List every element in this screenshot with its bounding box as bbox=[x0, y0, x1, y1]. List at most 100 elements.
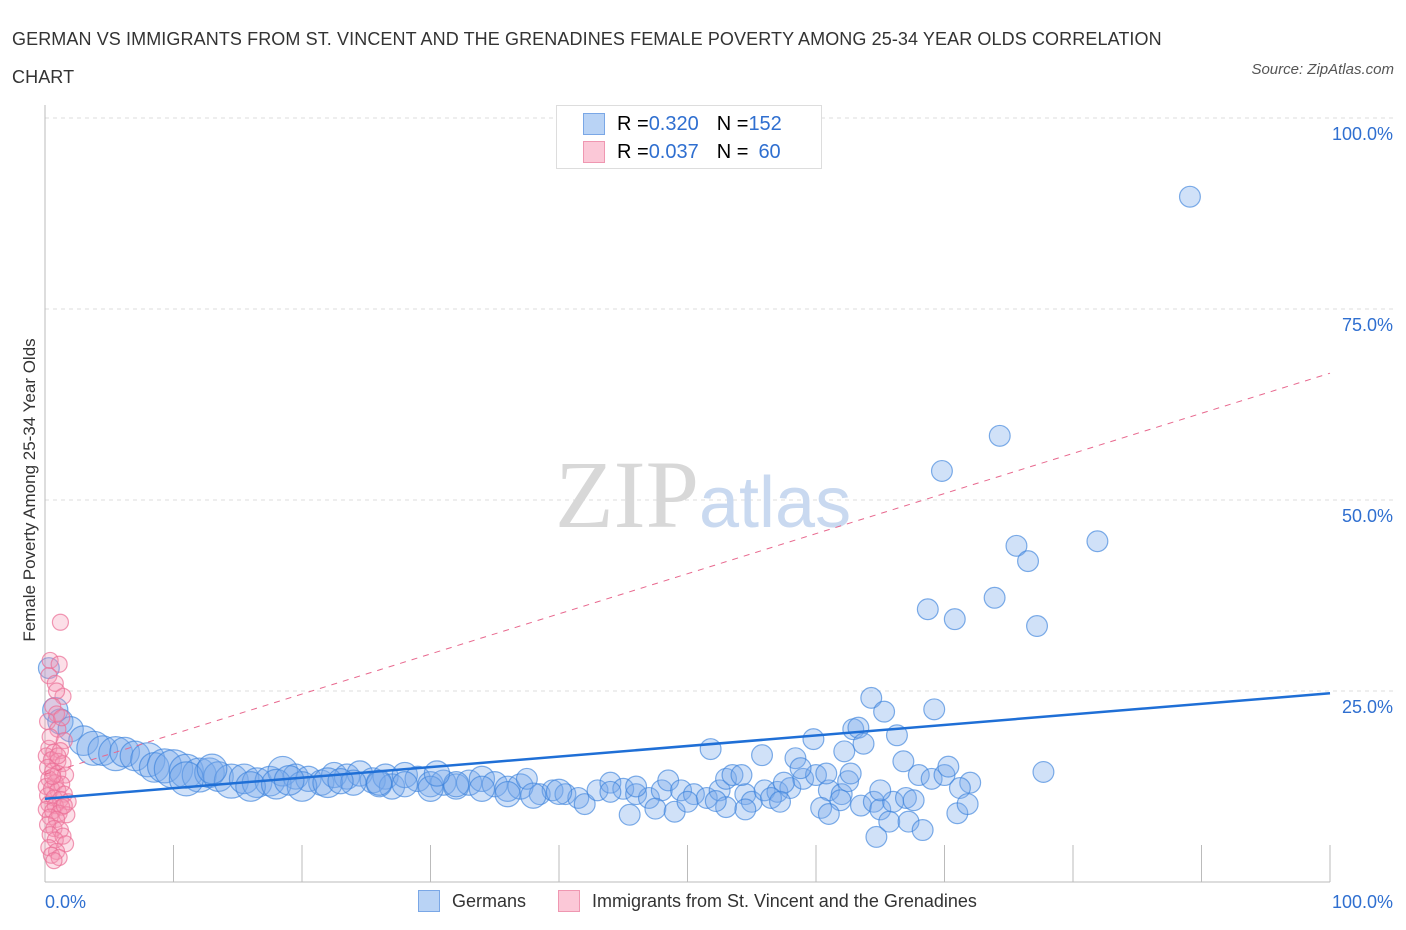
germans-point bbox=[327, 767, 354, 795]
germans-point bbox=[943, 608, 966, 631]
germans-point bbox=[494, 780, 521, 808]
chart-title: GERMAN VS IMMIGRANTS FROM ST. VINCENT AN… bbox=[12, 29, 1162, 87]
legend-row-germans: R = 0.320 N = 152 bbox=[583, 111, 782, 137]
germans-point bbox=[196, 753, 228, 785]
immigrants-point bbox=[45, 852, 63, 870]
germans-point bbox=[391, 771, 418, 798]
germans-point bbox=[769, 790, 792, 813]
legend-immigrants: Immigrants from St. Vincent and the Gren… bbox=[592, 890, 977, 911]
immigrants-point bbox=[41, 728, 59, 746]
germans-point bbox=[852, 732, 875, 755]
germans-point bbox=[849, 794, 872, 817]
germans-point bbox=[902, 789, 925, 812]
germans-point bbox=[625, 783, 648, 806]
immigrants-point bbox=[47, 682, 66, 700]
germans-point bbox=[670, 779, 693, 802]
legend-germans: Germans bbox=[452, 890, 527, 911]
x-tick-label: 100.0% bbox=[1332, 892, 1393, 912]
germans-trendline bbox=[44, 692, 1331, 800]
germans-point bbox=[897, 810, 920, 833]
series-legend: Germans Immigrants from St. Vincent and … bbox=[418, 890, 977, 912]
watermark-logo: ZIPatlas bbox=[555, 441, 851, 548]
r-label: R = bbox=[617, 112, 649, 135]
germans-point bbox=[860, 686, 883, 709]
germans-point bbox=[545, 778, 573, 806]
germans-point bbox=[567, 786, 590, 809]
germans-point bbox=[869, 779, 892, 802]
germans-point bbox=[907, 764, 930, 787]
germans-point bbox=[833, 740, 856, 763]
immigrants-point bbox=[44, 767, 62, 786]
immigrants-trendline bbox=[44, 372, 1331, 775]
germans-point bbox=[146, 748, 183, 784]
germans-point bbox=[599, 780, 622, 803]
germans-point bbox=[704, 790, 727, 813]
germans-point bbox=[468, 765, 496, 793]
germans-point bbox=[68, 725, 99, 757]
n-label: N = bbox=[716, 112, 749, 135]
germans-point bbox=[920, 767, 943, 790]
germans-point bbox=[792, 767, 815, 790]
germans-point bbox=[937, 755, 960, 778]
germans-point bbox=[873, 700, 896, 723]
germans-point bbox=[365, 769, 393, 796]
germans-point bbox=[839, 762, 862, 785]
immigrants-point bbox=[50, 655, 68, 673]
immigrants-point bbox=[55, 796, 73, 815]
germans-point bbox=[468, 775, 496, 802]
germans-point bbox=[930, 459, 953, 482]
germans-point bbox=[1026, 615, 1049, 638]
germans-point bbox=[956, 793, 979, 816]
germans-point bbox=[699, 738, 722, 761]
immigrants-point bbox=[49, 747, 67, 765]
germans-point bbox=[1017, 550, 1040, 573]
germans-point bbox=[554, 783, 577, 806]
immigrants-point bbox=[55, 732, 73, 750]
germans-point bbox=[894, 786, 917, 809]
germans-point bbox=[618, 803, 641, 826]
y-tick-label: 25.0% bbox=[1342, 697, 1393, 717]
germans-point bbox=[772, 771, 795, 794]
germans-point bbox=[1032, 760, 1055, 783]
germans-point bbox=[760, 786, 783, 809]
germans-point bbox=[817, 803, 840, 826]
germans-point bbox=[417, 775, 444, 802]
germans-point bbox=[959, 771, 982, 794]
germans-point bbox=[734, 798, 757, 821]
germans-point bbox=[988, 424, 1011, 447]
immigrants-point bbox=[51, 613, 70, 631]
immigrants-point bbox=[53, 709, 71, 727]
pink-swatch-icon bbox=[583, 141, 605, 163]
y-tick-label: 100.0% bbox=[1332, 124, 1393, 144]
n-value: 60 bbox=[758, 140, 781, 163]
blue-swatch-icon bbox=[583, 113, 605, 135]
germans-point bbox=[57, 716, 84, 743]
germans-point bbox=[730, 764, 753, 787]
germans-point bbox=[644, 797, 667, 820]
germans-point bbox=[625, 775, 648, 798]
germans-point bbox=[676, 790, 699, 813]
source-label: Source: ZipAtlas.com bbox=[1251, 61, 1394, 78]
germans-point bbox=[715, 796, 738, 819]
germans-point bbox=[802, 728, 825, 751]
n-value: 152 bbox=[748, 112, 782, 135]
germans-point bbox=[892, 750, 915, 773]
germans-swatch-icon bbox=[418, 890, 440, 912]
germans-point bbox=[878, 810, 901, 833]
germans-point bbox=[599, 771, 622, 794]
germans-point bbox=[721, 764, 744, 787]
germans-point bbox=[865, 825, 888, 848]
germans-point bbox=[916, 598, 939, 621]
germans-point bbox=[789, 757, 812, 780]
germans-point bbox=[751, 744, 774, 767]
germans-point bbox=[923, 698, 946, 721]
germans-point bbox=[1178, 185, 1201, 208]
germans-point bbox=[235, 771, 267, 802]
germans-point bbox=[815, 762, 838, 785]
germans-point bbox=[869, 798, 892, 821]
germans-point bbox=[948, 777, 971, 800]
germans-point bbox=[911, 819, 934, 842]
germans-point bbox=[520, 782, 547, 809]
